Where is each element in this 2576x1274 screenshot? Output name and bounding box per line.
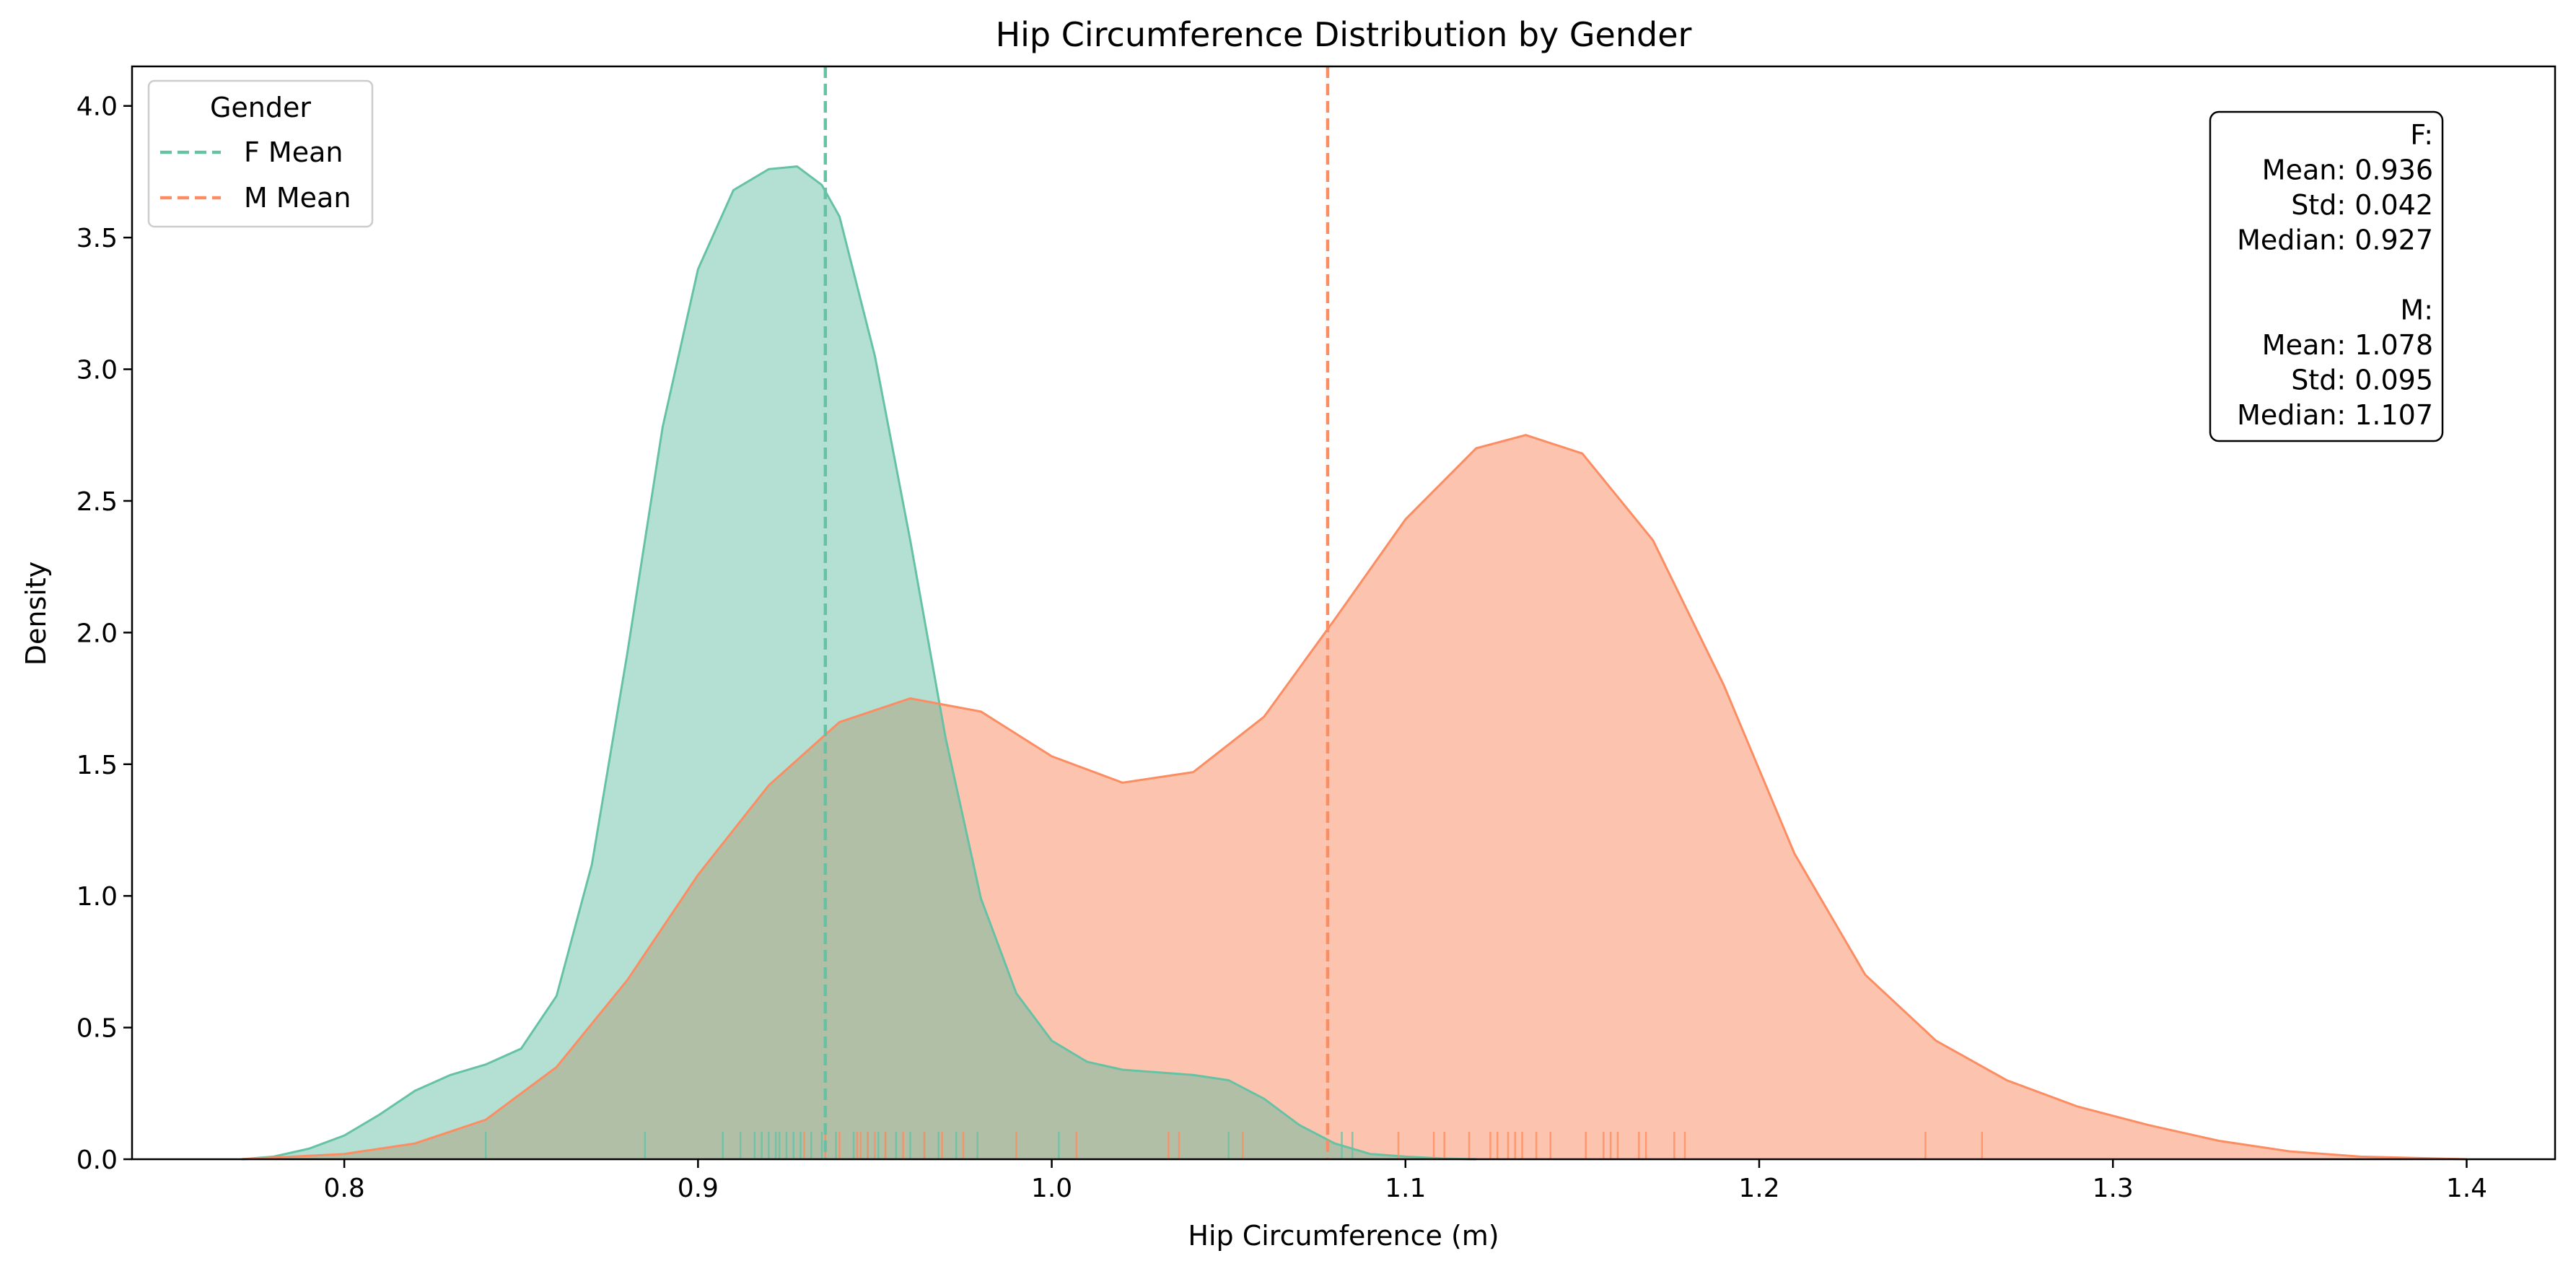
y-tick-label: 0.0 [76, 1146, 118, 1175]
y-axis-label: Density [20, 562, 52, 666]
x-tick-label: 1.1 [1385, 1174, 1426, 1203]
x-tick-label: 1.3 [2093, 1174, 2134, 1203]
plot-frame [131, 65, 2557, 1161]
y-tick-label: 1.0 [76, 882, 118, 912]
x-tick-label: 1.0 [1031, 1174, 1072, 1203]
y-tick-label: 3.5 [76, 224, 118, 253]
density-line-f [241, 165, 1476, 1161]
y-tick-label: 4.0 [76, 92, 118, 122]
legend-frame [147, 79, 374, 228]
y-axis: 0.0 0.5 1.0 1.5 2.0 2.5 3.0 3.5 4.0 [76, 92, 132, 1175]
y-tick-label: 0.5 [76, 1014, 118, 1044]
legend: Gender F Mean M Mean [147, 79, 374, 228]
stats-line: Mean: 0.936 [2262, 154, 2433, 186]
x-axis: 0.8 0.9 1.0 1.1 1.2 1.3 1.4 [323, 1159, 2487, 1203]
chart-title: Hip Circumference Distribution by Gender [996, 15, 1692, 54]
y-tick-label: 3.0 [76, 356, 118, 385]
x-tick-label: 0.9 [678, 1174, 719, 1203]
legend-label-m-mean: M Mean [244, 182, 351, 214]
y-tick-label: 2.0 [76, 619, 118, 648]
density-overlap-area [242, 698, 1476, 1159]
x-tick-label: 0.8 [323, 1174, 364, 1203]
legend-label-f-mean: F Mean [244, 136, 343, 168]
stats-line: Std: 0.095 [2291, 365, 2433, 396]
x-tick-label: 1.2 [1738, 1174, 1779, 1203]
stats-box-frame [2209, 110, 2444, 442]
legend-title: Gender [210, 92, 311, 123]
stats-line: Median: 0.927 [2237, 224, 2433, 256]
stats-line: F: [2410, 119, 2433, 151]
density-area-f [242, 166, 1476, 1160]
y-tick-label: 1.5 [76, 751, 118, 780]
plot-area [241, 66, 2467, 1161]
stats-line: M: [2400, 294, 2433, 326]
x-tick-label: 1.4 [2446, 1174, 2487, 1203]
x-axis-label: Hip Circumference (m) [1188, 1220, 1499, 1252]
stats-line: Mean: 1.078 [2262, 329, 2433, 361]
stats-line: Median: 1.107 [2237, 399, 2433, 431]
density-line-m [241, 434, 2467, 1161]
stats-line: Std: 0.042 [2291, 189, 2433, 221]
y-tick-label: 2.5 [76, 487, 118, 517]
